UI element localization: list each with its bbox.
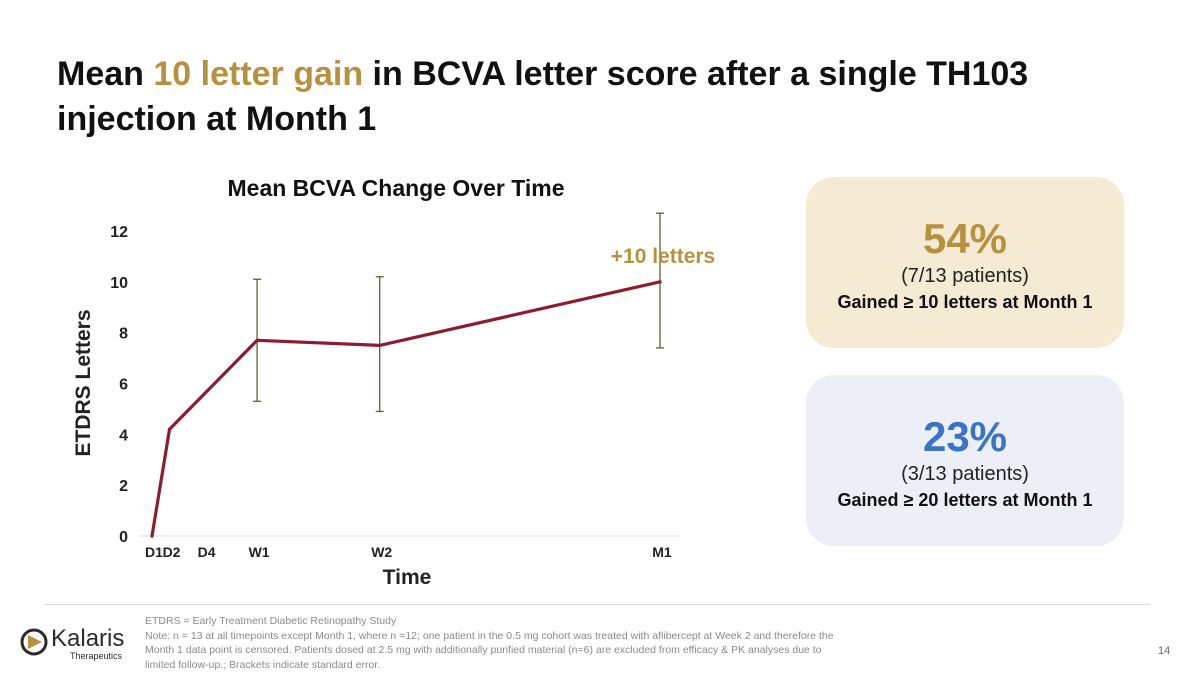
slide-title: Mean 10 letter gain in BCVA letter score… (57, 52, 1157, 142)
x-tick-label: D4 (198, 544, 216, 560)
x-tick-label: M1 (652, 544, 672, 560)
kalaris-logo: Kalaris Therapeutics (18, 624, 138, 664)
title-part2: in BCVA letter score after a single TH10… (57, 55, 1029, 138)
footnote-line: Month 1 data point is censored. Patients… (145, 644, 822, 656)
data-point (167, 427, 172, 431)
stat-description: Gained ≥ 10 letters at Month 1 (837, 292, 1093, 312)
chart-title: Mean BCVA Change Over Time (228, 175, 565, 201)
page-number: 14 (1158, 645, 1171, 657)
data-point (658, 280, 662, 284)
footnote-line: limited follow-up.; Brackets indicate st… (145, 658, 381, 671)
y-tick-label: 6 (119, 377, 128, 394)
logo-wordmark: Kalaris (51, 625, 125, 652)
stat-percent: 54% (922, 215, 1008, 262)
x-axis-title: Time (383, 566, 432, 589)
y-tick-label: 8 (119, 326, 128, 343)
bcva-chart: Mean BCVA Change Over Time 0 2 4 6 8 10 12 D1 D2 D… (72, 175, 716, 589)
footnote-line: Note: n = 13 at all timepoints except Mo… (145, 629, 834, 642)
y-axis-title: ETDRS Letters (72, 309, 95, 456)
y-tick-label: 10 (110, 275, 128, 292)
stat-description: Gained ≥ 20 letters at Month 1 (837, 490, 1093, 510)
stat-patients: (3/13 patients) (901, 463, 1029, 485)
logo-tagline: Therapeutics (70, 651, 123, 661)
x-tick-label: W1 (249, 544, 270, 560)
y-tick-label: 12 (110, 224, 128, 241)
title-part1: Mean (57, 55, 154, 93)
data-point (378, 343, 382, 347)
footer-divider (45, 604, 1150, 605)
footnote-line: ETDRS = Early Treatment Diabetic Retinop… (145, 615, 397, 627)
series-line (150, 280, 662, 538)
data-point (255, 338, 259, 342)
annotation-label: +10 letters (611, 245, 716, 268)
title-highlight: 10 letter gain (153, 55, 364, 93)
x-tick-label: D2 (163, 544, 181, 560)
stat-card-20-letters: 23% (3/13 patients) Gained ≥ 20 letters … (806, 375, 1124, 546)
y-tick-label: 4 (119, 427, 128, 444)
kalaris-logo-icon (20, 628, 48, 656)
data-point (202, 392, 207, 396)
stat-percent: 23% (922, 413, 1008, 460)
x-tick-label: W2 (371, 544, 392, 560)
y-tick-label: 0 (119, 529, 128, 546)
x-tick-label: D1 (145, 544, 163, 560)
data-point (150, 534, 154, 538)
y-tick-label: 2 (119, 478, 128, 495)
stat-card-10-letters: 54% (7/13 patients) Gained ≥ 10 letters … (806, 177, 1124, 348)
stat-patients: (7/13 patients) (901, 265, 1029, 287)
footnote: ETDRS = Early Treatment Diabetic Retinop… (145, 614, 905, 672)
